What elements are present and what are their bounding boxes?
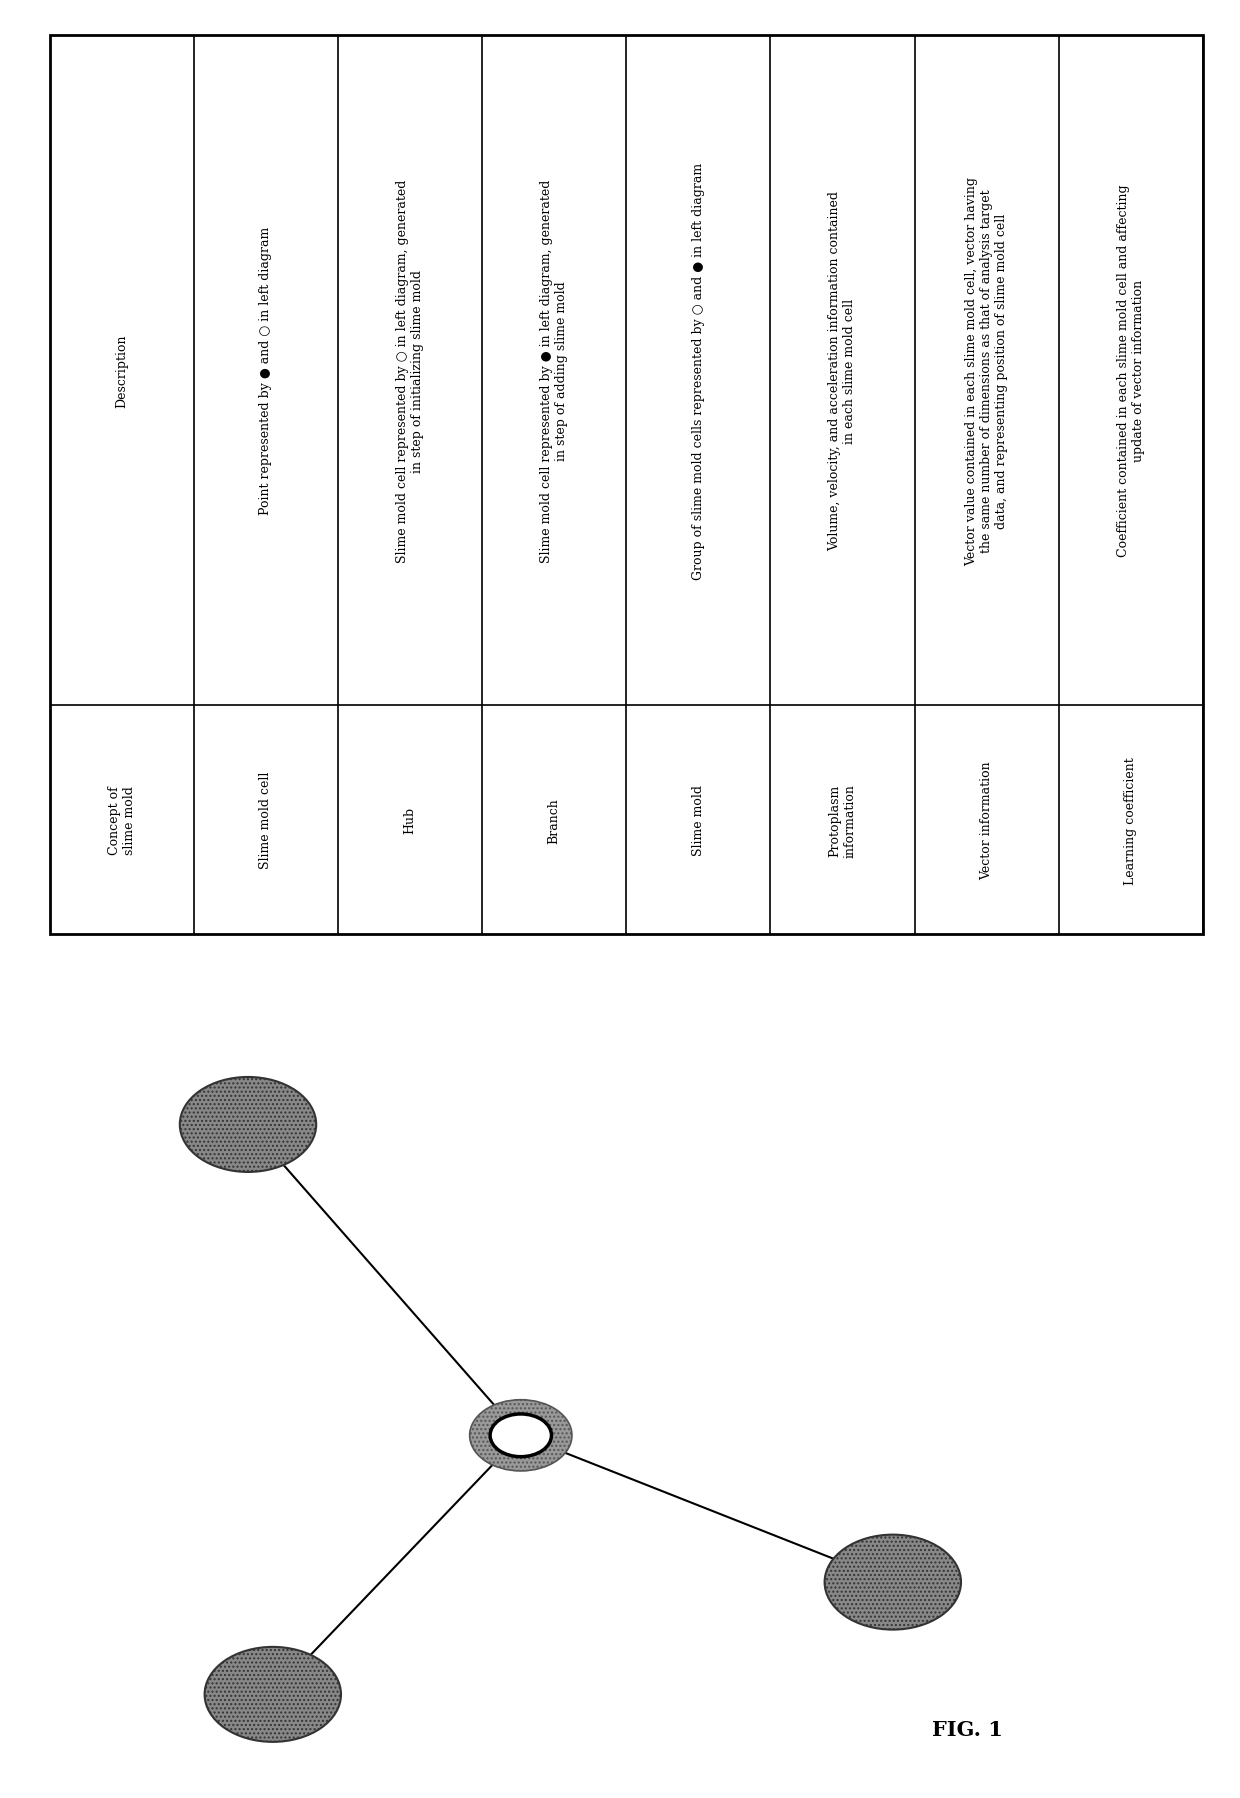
Text: Vector value contained in each slime mold cell, vector having
the same number of: Vector value contained in each slime mol… <box>965 176 1008 565</box>
Text: Protoplasm
information: Protoplasm information <box>828 784 857 858</box>
Text: Slime mold cell represented by ● in left diagram, generated
in step of adding sl: Slime mold cell represented by ● in left… <box>541 180 568 563</box>
Circle shape <box>205 1647 341 1742</box>
Circle shape <box>490 1415 552 1456</box>
Text: Coefficient contained in each slime mold cell and affecting
update of vector inf: Coefficient contained in each slime mold… <box>1117 185 1145 557</box>
Text: Concept of
slime mold: Concept of slime mold <box>108 786 135 854</box>
Text: FIG. 1: FIG. 1 <box>931 1719 1003 1739</box>
Text: Vector information: Vector information <box>980 761 993 879</box>
Text: Volume, velocity, and acceleration information contained
in each slime mold cell: Volume, velocity, and acceleration infor… <box>828 191 857 550</box>
Text: Hub: Hub <box>403 807 417 834</box>
Text: Slime mold cell represented by ○ in left diagram, generated
in step of initializ: Slime mold cell represented by ○ in left… <box>396 180 424 563</box>
Circle shape <box>825 1535 961 1629</box>
Text: Slime mold: Slime mold <box>692 786 704 856</box>
Text: Slime mold cell: Slime mold cell <box>259 771 273 868</box>
Text: Branch: Branch <box>548 798 560 843</box>
Text: Learning coefficient: Learning coefficient <box>1125 757 1137 885</box>
Text: Description: Description <box>115 334 128 408</box>
Text: Point represented by ● and ○ in left diagram: Point represented by ● and ○ in left dia… <box>259 227 273 514</box>
Circle shape <box>180 1077 316 1172</box>
Circle shape <box>470 1401 572 1471</box>
Text: Group of slime mold cells represented by ○ and ● in left diagram: Group of slime mold cells represented by… <box>692 162 704 579</box>
